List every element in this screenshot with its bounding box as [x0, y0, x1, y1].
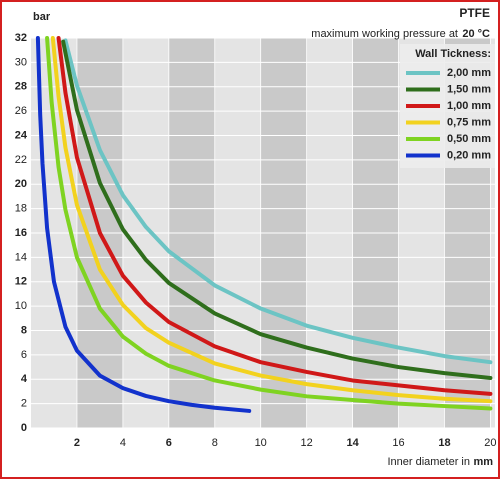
series-line: [45, 36, 493, 411]
y-tick-label: 24: [15, 129, 28, 141]
y-tick-label: 4: [21, 373, 28, 385]
y-tick-label: 26: [15, 105, 27, 117]
legend-label: 1,50 mm: [447, 83, 491, 95]
legend-label: 2,00 mm: [447, 67, 491, 79]
y-tick-label: 30: [15, 56, 27, 68]
chart-subtitle: maximum working pressure at: [311, 28, 458, 40]
y-tick-label: 22: [15, 154, 27, 166]
x-tick-label: 4: [120, 437, 126, 449]
x-tick-label: 14: [346, 437, 359, 449]
legend-title: Wall Tickness:: [415, 48, 491, 60]
x-tick-label: 2: [74, 437, 80, 449]
chart-subtitle-emphasis: 20 °C: [462, 28, 490, 40]
legend-label: 0,20 mm: [447, 149, 491, 161]
legend-label: 0,50 mm: [447, 133, 491, 145]
chart-title: PTFE: [459, 6, 490, 20]
y-tick-label: 32: [15, 32, 27, 44]
x-tick-label: 12: [301, 437, 313, 449]
series-line: [35, 36, 252, 413]
y-tick-label: 12: [15, 276, 27, 288]
series-line: [56, 36, 493, 396]
legend-label: 1,00 mm: [447, 100, 491, 112]
curves: [35, 36, 493, 413]
legend-label: 0,75 mm: [447, 116, 491, 128]
y-tick-label: 2: [21, 398, 27, 410]
legend: Wall Tickness: 2,00 mm 1,50 mm 1,00 mm 0,75 …: [400, 44, 495, 168]
y-tick-label: 16: [15, 227, 27, 239]
y-tick-label: 28: [15, 81, 27, 93]
y-tick-label: 0: [21, 422, 27, 434]
y-tick-label: 14: [15, 251, 27, 263]
x-tick-label: 6: [166, 437, 172, 449]
y-tick-label: 18: [15, 203, 27, 215]
x-axis-label: Inner diameter in: [387, 456, 470, 468]
x-tick-label: 16: [392, 437, 404, 449]
y-tick-label: 8: [21, 324, 27, 336]
x-tick-label: 8: [212, 437, 218, 449]
series-line: [61, 39, 493, 381]
series-line: [50, 36, 493, 404]
x-tick-label: 10: [255, 437, 267, 449]
x-tick-label: 18: [438, 437, 450, 449]
series-line: [63, 38, 493, 365]
y-tick-label: 6: [21, 349, 27, 361]
y-tick-label: 20: [15, 178, 27, 190]
x-axis-unit: mm: [473, 456, 493, 468]
y-axis-label: bar: [33, 11, 51, 23]
x-tick-label: 20: [484, 437, 496, 449]
y-tick-label: 10: [15, 300, 27, 312]
